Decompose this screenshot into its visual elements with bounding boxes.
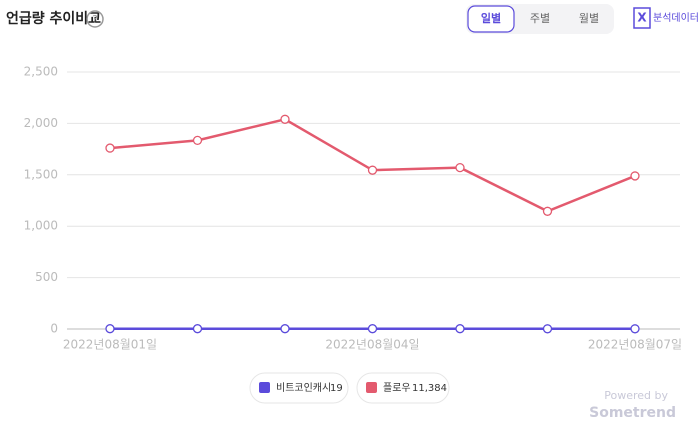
help-text: ?	[92, 13, 98, 26]
help-icon[interactable]	[86, 10, 104, 28]
point	[455, 162, 465, 173]
x-tick-label: 2022년08월01일	[63, 338, 157, 352]
export-label[interactable]: 분석데이터	[653, 12, 699, 24]
point	[367, 165, 378, 175]
point	[105, 143, 115, 153]
y-tick-label: 1,000	[24, 219, 58, 233]
powered-by: Powered by	[604, 389, 668, 402]
point	[542, 324, 553, 334]
y-tick-label: 1,500	[24, 167, 58, 181]
point	[630, 324, 640, 334]
legend-label: 비트코인캐시	[276, 382, 331, 394]
point	[192, 324, 203, 334]
point	[367, 324, 378, 334]
tab[interactable]: 일별	[481, 11, 501, 25]
y-tick-label: 0	[50, 322, 58, 336]
legend-total: 19	[330, 383, 343, 394]
y-tick-label: 2,000	[24, 116, 58, 130]
export-icon[interactable]	[633, 7, 651, 29]
point	[192, 135, 203, 146]
x-tick-label: 2022년08월04일	[325, 338, 419, 352]
export-icon-x: X	[637, 11, 647, 25]
series-line	[109, 117, 636, 213]
point	[280, 324, 290, 334]
legend-label: 플로우	[383, 382, 411, 394]
brand: Sometrend	[589, 405, 676, 421]
title: 언급량 추이비교	[6, 10, 101, 27]
legend-total: 11,384	[412, 383, 447, 394]
legend-item[interactable]	[249, 372, 349, 404]
point	[630, 171, 640, 181]
point	[105, 324, 115, 334]
tab-active[interactable]	[467, 5, 515, 33]
point	[280, 114, 290, 124]
legend-item[interactable]	[356, 372, 450, 404]
legend-check	[366, 382, 377, 393]
y-tick-label: 500	[35, 270, 58, 284]
point	[455, 324, 465, 334]
legend-check	[259, 382, 270, 393]
point	[542, 206, 553, 216]
tab[interactable]: 주별	[530, 12, 550, 25]
y-tick-label: 2,500	[24, 65, 58, 79]
x-tick-label: 2022년08월07일	[588, 338, 682, 352]
tab[interactable]: 월별	[579, 12, 599, 25]
